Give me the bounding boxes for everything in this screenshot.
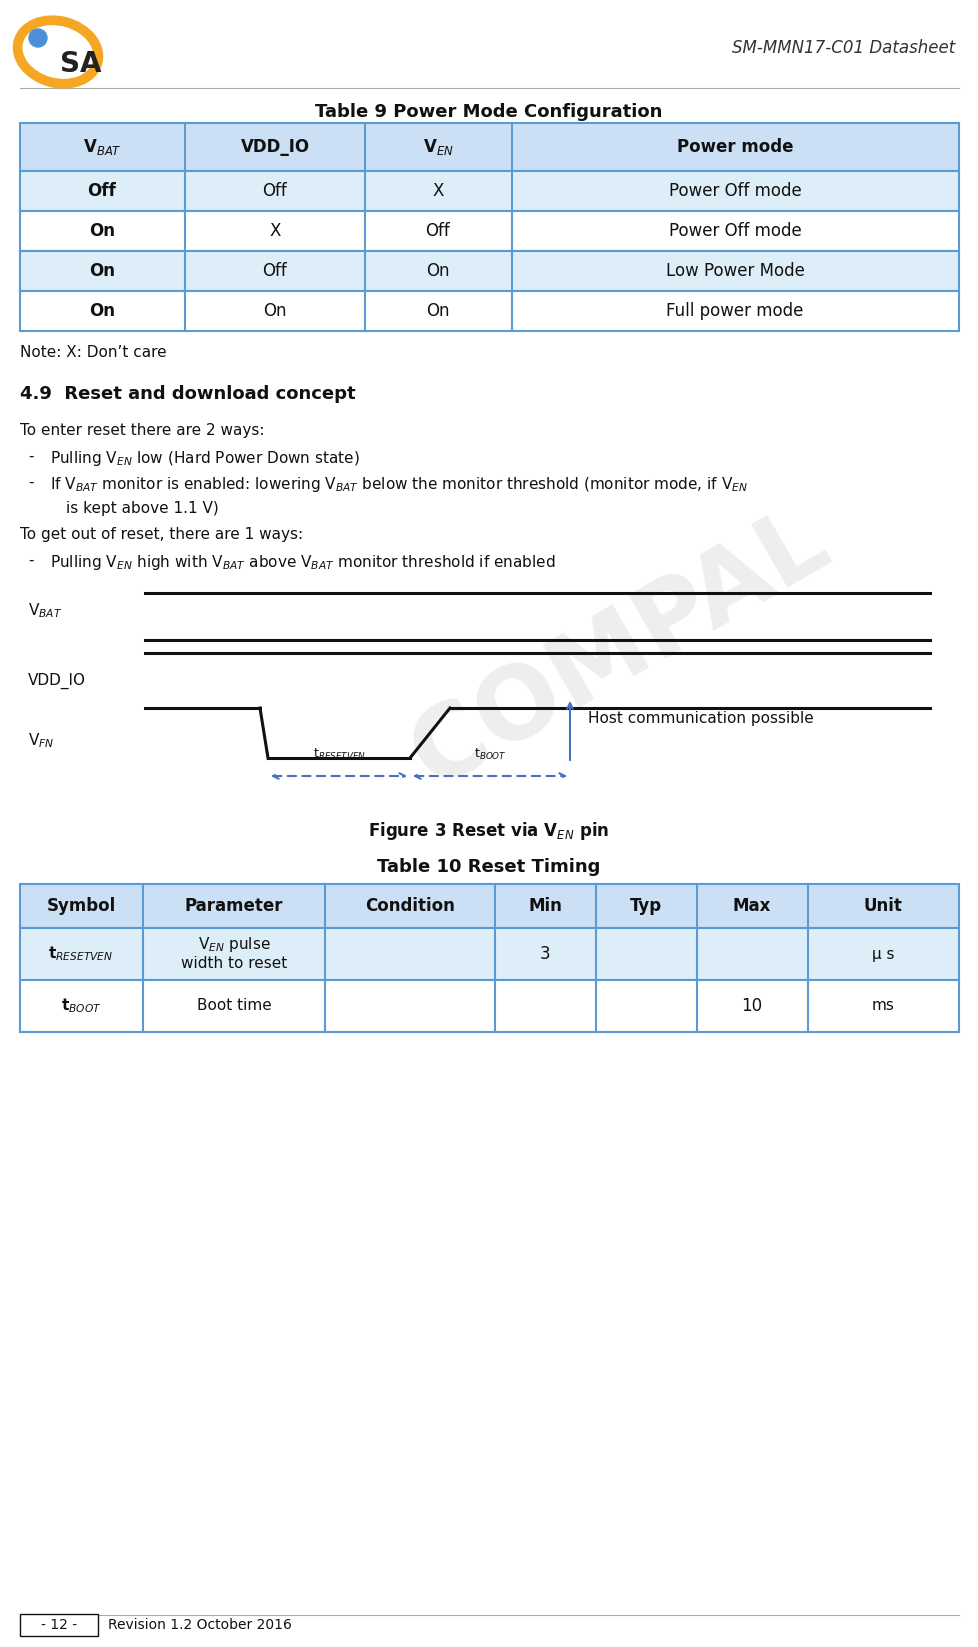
- Text: Unit: Unit: [863, 898, 902, 916]
- Text: On: On: [263, 301, 287, 320]
- Text: -: -: [28, 553, 33, 568]
- Text: Power mode: Power mode: [676, 138, 792, 156]
- Text: Revision 1.2 October 2016: Revision 1.2 October 2016: [108, 1617, 291, 1632]
- Text: Off: Off: [262, 262, 288, 280]
- Text: 10: 10: [740, 996, 762, 1015]
- Text: Typ: Typ: [629, 898, 661, 916]
- Text: Off: Off: [88, 183, 116, 199]
- Text: VDD_IO: VDD_IO: [28, 674, 86, 688]
- Text: On: On: [89, 301, 114, 320]
- Text: Boot time: Boot time: [197, 998, 271, 1013]
- Text: Condition: Condition: [365, 898, 455, 916]
- Text: Off: Off: [425, 222, 450, 240]
- Text: To get out of reset, there are 1 ways:: To get out of reset, there are 1 ways:: [20, 527, 303, 542]
- Text: V$_{FN}$: V$_{FN}$: [28, 731, 55, 749]
- Text: -: -: [28, 474, 33, 491]
- Text: V$_{EN}$: V$_{EN}$: [422, 137, 453, 156]
- Text: X: X: [269, 222, 281, 240]
- Text: Parameter: Parameter: [185, 898, 283, 916]
- Text: V$_{BAT}$: V$_{BAT}$: [82, 137, 121, 156]
- Text: t$_{BOOT}$: t$_{BOOT}$: [473, 746, 506, 763]
- Text: On: On: [425, 262, 449, 280]
- Text: Full power mode: Full power mode: [666, 301, 803, 320]
- Text: X: X: [432, 183, 443, 199]
- Text: Symbol: Symbol: [46, 898, 115, 916]
- Text: - 12 -: - 12 -: [41, 1617, 77, 1632]
- Text: Host communication possible: Host communication possible: [588, 710, 813, 725]
- Text: Off: Off: [262, 183, 288, 199]
- Text: On: On: [89, 262, 114, 280]
- Text: Pulling V$_{EN}$ high with V$_{BAT}$ above V$_{BAT}$ monitor threshold if enable: Pulling V$_{EN}$ high with V$_{BAT}$ abo…: [50, 553, 555, 572]
- Text: μ s: μ s: [870, 947, 893, 962]
- Text: t$_{RESETVEN}$: t$_{RESETVEN}$: [48, 945, 113, 963]
- Bar: [20, 980, 958, 1033]
- Text: SA: SA: [60, 49, 102, 77]
- Text: Min: Min: [527, 898, 561, 916]
- Text: SM-MMN17-C01 Datasheet: SM-MMN17-C01 Datasheet: [731, 40, 954, 58]
- Bar: [20, 1614, 98, 1635]
- Text: Low Power Mode: Low Power Mode: [665, 262, 804, 280]
- Bar: [20, 927, 958, 980]
- Text: is kept above 1.1 V): is kept above 1.1 V): [66, 501, 218, 516]
- Text: ms: ms: [870, 998, 894, 1013]
- Text: To enter reset there are 2 ways:: To enter reset there are 2 ways:: [20, 423, 264, 438]
- Text: 4.9  Reset and download concept: 4.9 Reset and download concept: [20, 385, 355, 404]
- Bar: [20, 211, 958, 250]
- Text: V$_{EN}$ pulse: V$_{EN}$ pulse: [198, 934, 270, 954]
- Text: t$_{BOOT}$: t$_{BOOT}$: [61, 996, 102, 1015]
- Text: Power Off mode: Power Off mode: [668, 183, 801, 199]
- Text: Power Off mode: Power Off mode: [668, 222, 801, 240]
- Text: COMPAL: COMPAL: [395, 492, 844, 807]
- Text: Max: Max: [733, 898, 771, 916]
- Text: On: On: [89, 222, 114, 240]
- Bar: [20, 171, 958, 211]
- Bar: [20, 292, 958, 331]
- Bar: [20, 250, 958, 292]
- Text: Table 9 Power Mode Configuration: Table 9 Power Mode Configuration: [315, 104, 662, 120]
- Bar: [20, 124, 958, 171]
- Text: Figure 3 Reset via V$_{EN}$ pin: Figure 3 Reset via V$_{EN}$ pin: [368, 820, 609, 842]
- Text: t$_{RESETVEN}$: t$_{RESETVEN}$: [312, 746, 365, 763]
- Text: Table 10 Reset Timing: Table 10 Reset Timing: [377, 858, 600, 876]
- Text: Pulling V$_{EN}$ low (Hard Power Down state): Pulling V$_{EN}$ low (Hard Power Down st…: [50, 450, 359, 468]
- Text: On: On: [425, 301, 449, 320]
- Text: width to reset: width to reset: [181, 957, 287, 972]
- Bar: [20, 884, 958, 927]
- Text: If V$_{BAT}$ monitor is enabled: lowering V$_{BAT}$ below the monitor threshold : If V$_{BAT}$ monitor is enabled: lowerin…: [50, 474, 747, 494]
- Text: -: -: [28, 450, 33, 464]
- Circle shape: [29, 30, 47, 48]
- Text: VDD_IO: VDD_IO: [241, 138, 309, 156]
- Text: Note: X: Don’t care: Note: X: Don’t care: [20, 344, 166, 361]
- Text: V$_{BAT}$: V$_{BAT}$: [28, 601, 63, 619]
- Text: 3: 3: [539, 945, 550, 963]
